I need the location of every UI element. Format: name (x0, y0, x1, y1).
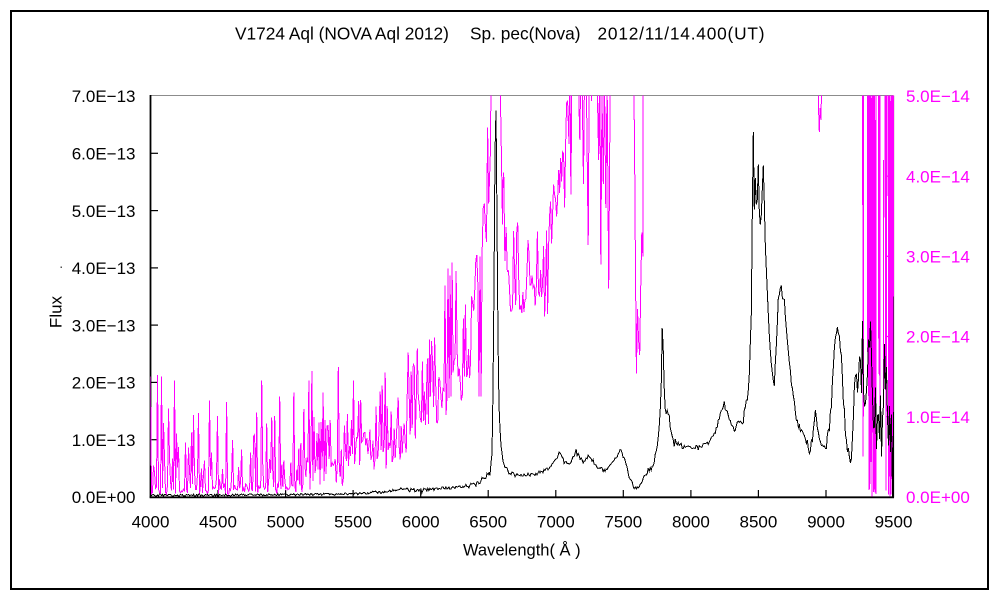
svg-text:9500: 9500 (875, 513, 913, 532)
svg-text:9000: 9000 (807, 513, 845, 532)
svg-text:0.0E+00: 0.0E+00 (906, 488, 970, 507)
svg-text:1.0E−13: 1.0E−13 (72, 431, 136, 450)
svg-text:8500: 8500 (739, 513, 777, 532)
svg-text:6.0E−13: 6.0E−13 (72, 145, 136, 164)
svg-text:5000: 5000 (267, 513, 305, 532)
svg-text:5500: 5500 (334, 513, 372, 532)
svg-text:3.0E−13: 3.0E−13 (72, 316, 136, 335)
svg-text:4.0E−14: 4.0E−14 (906, 167, 970, 186)
svg-text:7500: 7500 (604, 513, 642, 532)
svg-text:2.0E−13: 2.0E−13 (72, 374, 136, 393)
svg-text:Wavelength( Å ): Wavelength( Å ) (463, 541, 581, 560)
svg-text:8000: 8000 (672, 513, 710, 532)
svg-text:5.0E−14: 5.0E−14 (906, 87, 970, 106)
svg-text:Flux: Flux (47, 295, 66, 328)
svg-text:4.0E−13: 4.0E−13 (72, 259, 136, 278)
svg-text:2.0E−14: 2.0E−14 (906, 328, 970, 347)
svg-text:2012/11/14.400(UT): 2012/11/14.400(UT) (598, 24, 766, 44)
svg-text:7.0E−13: 7.0E−13 (72, 87, 136, 106)
svg-text:1.0E−14: 1.0E−14 (906, 408, 970, 427)
svg-text:3.0E−14: 3.0E−14 (906, 248, 970, 267)
svg-text:V1724 Aql (NOVA Aql 2012): V1724 Aql (NOVA Aql 2012) (235, 24, 449, 44)
svg-text:5.0E−13: 5.0E−13 (72, 202, 136, 221)
svg-text:6500: 6500 (469, 513, 507, 532)
svg-text:7000: 7000 (537, 513, 575, 532)
svg-text:0.0E+00: 0.0E+00 (72, 488, 136, 507)
svg-text:4000: 4000 (132, 513, 170, 532)
svg-text:4500: 4500 (199, 513, 237, 532)
svg-text:Sp. pec(Nova): Sp. pec(Nova) (470, 24, 580, 44)
svg-text:6000: 6000 (402, 513, 440, 532)
